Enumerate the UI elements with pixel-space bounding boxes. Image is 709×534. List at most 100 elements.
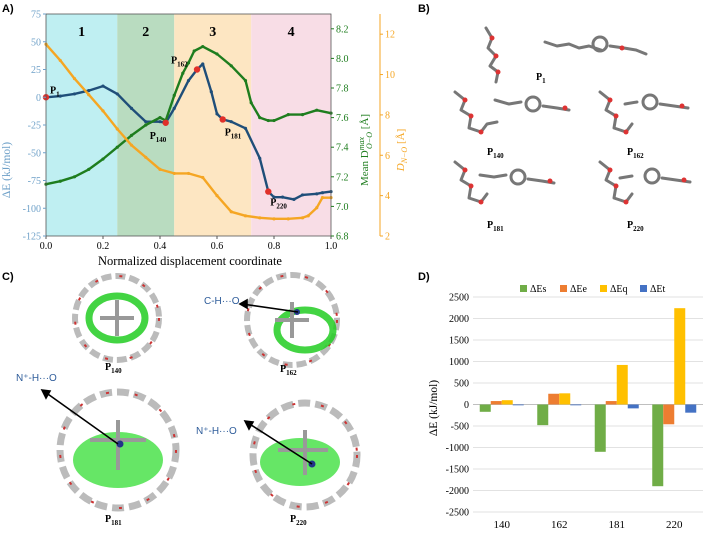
series-point	[101, 109, 105, 113]
y-right-tick-label: 8	[385, 110, 390, 121]
series-point	[186, 171, 191, 176]
molecule-p220-chain	[618, 174, 634, 180]
label-c-p220: P220	[290, 514, 307, 527]
series-point	[186, 79, 191, 83]
y-right-tick-label: 10	[385, 70, 395, 81]
series-point	[144, 120, 148, 124]
bar-ΔEs-162	[537, 404, 549, 426]
series-point	[229, 210, 233, 214]
series-point	[300, 216, 305, 220]
d-y-tick-label: -2000	[446, 486, 469, 497]
y-mid-tick-label: 7.4	[336, 143, 349, 154]
series-point	[72, 92, 77, 96]
series-point	[115, 92, 119, 96]
nci-structure-p220	[249, 399, 361, 511]
marker-p162	[193, 66, 201, 73]
molecule-p1-tail	[543, 40, 603, 52]
series-point	[158, 120, 162, 124]
series-point	[87, 93, 91, 97]
series-point	[115, 127, 119, 131]
y-mid-tick-label: 7.6	[336, 113, 349, 124]
d-y-tick-label: -2500	[446, 508, 469, 519]
bar-ΔEs-220	[652, 404, 664, 487]
bar-ΔEt-140	[512, 404, 524, 406]
series-point	[209, 90, 213, 94]
series-point	[158, 167, 162, 171]
y-mid-tick-label: 8.2	[336, 24, 349, 35]
series-point	[272, 217, 276, 221]
series-point	[266, 118, 270, 123]
marker-label-p162: P162	[171, 56, 188, 69]
d-y-tick-label: 500	[454, 379, 469, 390]
bar-ΔEs-140	[479, 404, 491, 412]
d-y-tick-label: 1500	[449, 336, 469, 347]
series-point	[300, 193, 305, 197]
series-point	[300, 113, 305, 117]
bar-ΔEe-162	[548, 393, 560, 405]
d-y-axis-label: ΔE (kJ/mol)	[428, 380, 440, 436]
x-tick-label: 0.6	[211, 241, 224, 252]
series-point	[192, 49, 196, 53]
molecule-p181-chain	[478, 173, 508, 179]
y-mid-tick-label: 7.0	[336, 202, 349, 213]
marker-label-p181: P181	[225, 127, 242, 140]
series-point	[101, 157, 105, 161]
label-p140: P140	[487, 147, 504, 160]
series-point	[258, 216, 262, 220]
x-tick-label: 0.0	[40, 241, 53, 252]
molecule-p140-chain	[493, 98, 523, 106]
nci-structure-p181	[56, 388, 180, 512]
bar-ΔEq-181	[616, 364, 628, 405]
marker-label-p140: P140	[150, 131, 167, 144]
d-y-tick-label: -1500	[446, 465, 469, 476]
label-c-p140: P140	[105, 362, 122, 375]
molecule-p181-crown	[453, 160, 489, 204]
series-point	[158, 116, 162, 120]
y-right-tick-label: 12	[385, 30, 395, 41]
legend-swatch	[560, 285, 567, 292]
series-point	[315, 206, 319, 210]
series-point	[286, 217, 290, 221]
y-left-tick-label: -75	[28, 176, 41, 187]
d-x-tick-label: 162	[551, 519, 568, 531]
hbond-arrows	[40, 298, 313, 465]
series-point	[129, 143, 134, 147]
y-left-tick-label: 75	[31, 10, 41, 21]
label-c-p162: P162	[280, 364, 297, 377]
annotation-nh-o-220: N⁺-H···O	[196, 426, 237, 437]
nci-structure-p162	[244, 272, 340, 368]
label-c-p181: P181	[105, 514, 122, 527]
series-point	[215, 194, 219, 198]
series-point	[292, 197, 296, 201]
oxygen-atoms	[462, 35, 687, 205]
molecule-p140-crown	[453, 90, 499, 134]
label-p181: P181	[487, 220, 504, 233]
marker-label-p220: P220	[270, 198, 287, 211]
y-mid-tick-label: 8.0	[336, 54, 349, 65]
x-tick-label: 1.0	[325, 241, 338, 252]
series-point	[315, 108, 319, 112]
legend-label: ΔEt	[650, 284, 666, 295]
x-tick-label: 0.8	[268, 241, 281, 252]
series-point	[186, 61, 191, 65]
series-point	[243, 214, 248, 218]
series-point	[72, 175, 77, 179]
nci-structure-p140	[72, 273, 162, 363]
molecule-p162-ring	[641, 93, 659, 111]
y-left-tick-label: -100	[23, 204, 41, 215]
d-y-tick-label: -1000	[446, 443, 469, 454]
series-point	[129, 133, 134, 137]
legend-label: ΔEs	[530, 284, 547, 295]
d-y-tick-label: 2000	[449, 314, 469, 325]
series-point	[181, 71, 185, 75]
legend-label: ΔEe	[570, 284, 588, 295]
series-point	[243, 79, 248, 83]
d-x-tick-label: 220	[666, 519, 683, 531]
series-point	[129, 106, 134, 110]
series-point	[87, 88, 91, 93]
bar-ΔEs-181	[594, 404, 606, 452]
y-left-tick-label: -50	[28, 148, 41, 159]
series-point	[286, 113, 290, 117]
